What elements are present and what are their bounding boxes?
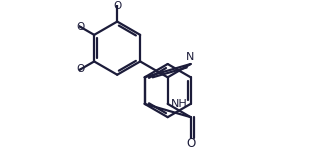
Text: O: O: [186, 137, 195, 150]
Text: O: O: [77, 22, 85, 32]
Text: O: O: [77, 64, 85, 74]
Text: O: O: [113, 1, 121, 11]
Text: N: N: [186, 52, 195, 62]
Text: NH: NH: [171, 99, 188, 109]
